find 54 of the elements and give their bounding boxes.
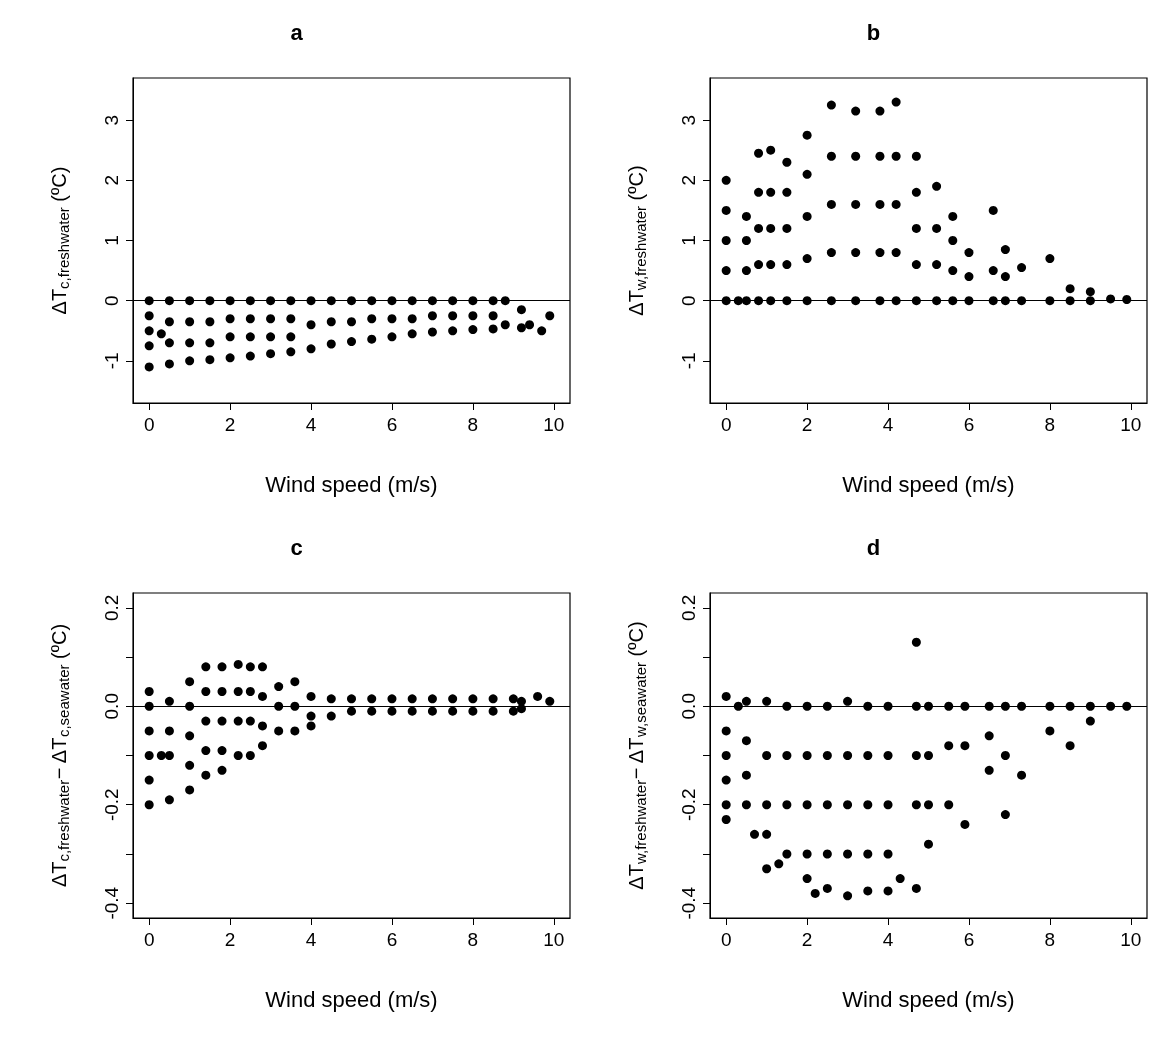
x-axis-title: Wind speed (m/s)	[265, 986, 438, 1012]
x-tick-label: 8	[1044, 414, 1056, 435]
y-axis-title: ΔTw,freshwater− ΔTw,seawater (ºC)	[624, 621, 649, 890]
y-tick-label: 0	[678, 295, 699, 306]
y-tick-label: 0.0	[678, 693, 699, 720]
x-axis-title: Wind speed (m/s)	[265, 471, 438, 497]
y-tick-label: 1	[101, 235, 122, 246]
x-tick-label: 0	[720, 929, 732, 950]
y-axis-title: ΔTc,freshwater− ΔTc,seawater (ºC)	[47, 623, 72, 888]
chart-title: a	[290, 19, 304, 45]
x-tick-label: 0	[720, 414, 732, 435]
y-tick-label: -0.2	[678, 788, 699, 822]
y-tick-label: 0.0	[101, 693, 122, 720]
y-tick-label: 3	[678, 114, 699, 126]
y-tick-label: 2	[678, 175, 699, 186]
x-tick-label: 10	[1120, 929, 1142, 950]
x-tick-label: 6	[963, 414, 975, 435]
x-tick-label: 2	[801, 929, 813, 950]
y-tick-label: 0.2	[101, 594, 122, 621]
y-tick-label: 0.2	[678, 594, 699, 621]
y-axis-title: ΔTc,freshwater (ºC)	[47, 166, 72, 315]
chart-title: c	[290, 534, 303, 560]
x-tick-label: 4	[305, 929, 317, 950]
x-tick-label: 8	[467, 414, 479, 435]
y-tick-label: 2	[101, 175, 122, 186]
x-tick-label: 4	[882, 414, 894, 435]
x-tick-label: 6	[386, 929, 398, 950]
y-tick-label: 1	[678, 235, 699, 246]
y-tick-label: 0	[101, 295, 122, 306]
y-tick-label: -0.4	[101, 886, 122, 920]
x-axis-title: Wind speed (m/s)	[842, 986, 1015, 1012]
x-tick-label: 6	[386, 414, 398, 435]
x-tick-label: 10	[543, 929, 565, 950]
x-tick-label: 2	[224, 929, 236, 950]
x-tick-label: 0	[143, 929, 155, 950]
y-tick-label: -1	[678, 352, 699, 370]
x-tick-label: 6	[963, 929, 975, 950]
y-tick-label: -0.2	[101, 788, 122, 822]
x-tick-label: 2	[224, 414, 236, 435]
y-axis-title: ΔTw,freshwater (ºC)	[624, 165, 649, 316]
chart-title: b	[866, 19, 881, 45]
x-axis-title: Wind speed (m/s)	[842, 471, 1015, 497]
x-tick-label: 8	[467, 929, 479, 950]
x-tick-label: 4	[882, 929, 894, 950]
x-tick-label: 8	[1044, 929, 1056, 950]
x-tick-label: 4	[305, 414, 317, 435]
x-tick-label: 10	[543, 414, 565, 435]
chart-title: d	[866, 534, 881, 560]
y-tick-label: 3	[101, 114, 122, 126]
y-tick-label: -0.4	[678, 886, 699, 920]
x-tick-label: 0	[143, 414, 155, 435]
y-tick-label: -1	[101, 352, 122, 370]
x-tick-label: 2	[801, 414, 813, 435]
x-tick-label: 10	[1120, 414, 1142, 435]
